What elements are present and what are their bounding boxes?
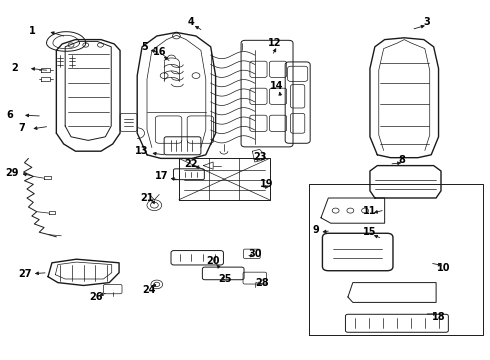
Text: 3: 3 (423, 17, 430, 27)
Text: 12: 12 (268, 38, 281, 48)
Text: 11: 11 (363, 206, 377, 216)
Text: 28: 28 (255, 278, 269, 288)
Text: 23: 23 (253, 152, 267, 162)
Text: 19: 19 (260, 179, 274, 189)
Text: 8: 8 (398, 155, 405, 165)
Text: 9: 9 (313, 225, 319, 235)
Text: 13: 13 (135, 146, 149, 156)
Text: 2: 2 (11, 63, 18, 73)
Text: 27: 27 (18, 269, 31, 279)
Text: 5: 5 (141, 42, 148, 52)
Text: 25: 25 (219, 274, 232, 284)
Text: 18: 18 (432, 312, 445, 322)
Text: 14: 14 (270, 81, 284, 91)
Text: 7: 7 (19, 123, 25, 133)
Text: 6: 6 (6, 110, 13, 120)
Text: 24: 24 (143, 285, 156, 295)
Text: 26: 26 (89, 292, 102, 302)
Text: 29: 29 (5, 168, 19, 178)
Text: 22: 22 (184, 159, 198, 169)
Text: 4: 4 (188, 17, 195, 27)
Text: 15: 15 (363, 227, 377, 237)
Text: 16: 16 (152, 47, 166, 57)
Text: 20: 20 (206, 256, 220, 266)
Text: 1: 1 (28, 26, 35, 36)
Text: 10: 10 (437, 263, 450, 273)
Text: 17: 17 (155, 171, 169, 181)
Text: 21: 21 (140, 193, 154, 203)
Text: 30: 30 (248, 249, 262, 259)
